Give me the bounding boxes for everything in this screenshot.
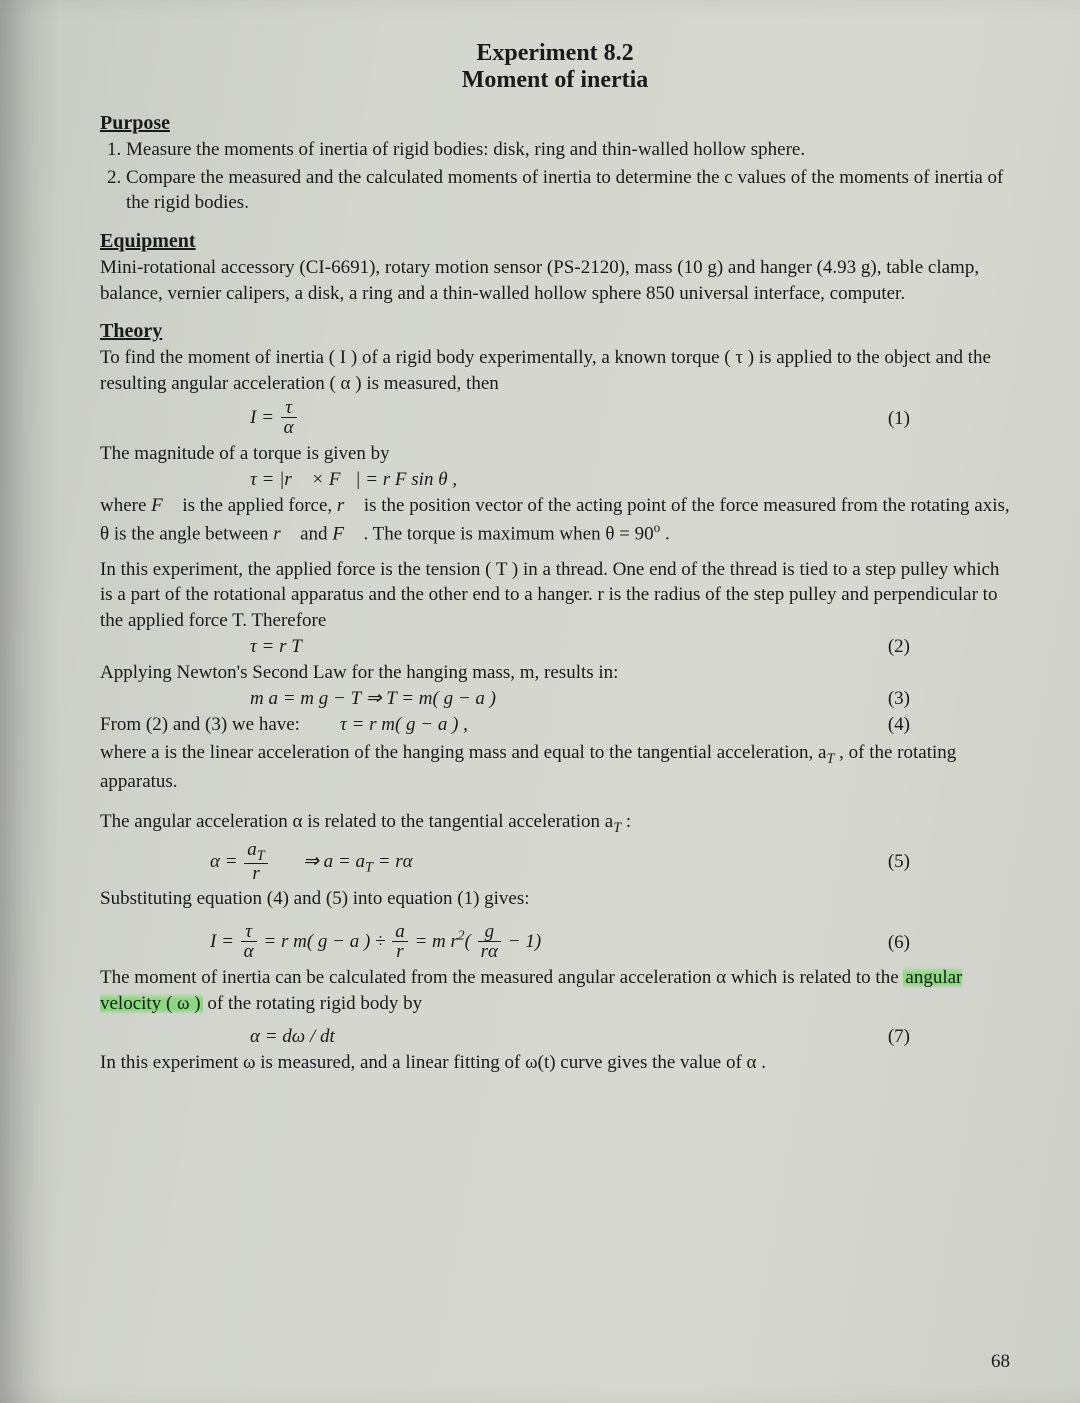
equation-6: I = τα = r m( g − a ) ÷ ar = m r2( grα −…	[100, 922, 1010, 963]
list-item: Compare the measured and the calculated …	[126, 165, 1010, 216]
eq-label: (1)	[888, 408, 1010, 430]
experiment-title: Moment of inertia	[100, 67, 1010, 94]
theory-p11: In this experiment ω is measured, and a …	[100, 1050, 1010, 1076]
page-binding-shadow	[0, 0, 60, 1403]
list-item: Measure the moments of inertia of rigid …	[126, 137, 1010, 163]
document-page: Experiment 8.2 Moment of inertia Purpose…	[0, 0, 1080, 1403]
equation-4-row: From (2) and (3) we have: τ = r m( g − a…	[100, 712, 1010, 738]
equipment-heading: Equipment	[100, 230, 1010, 253]
theory-p3: where F⃗ is the applied force, r⃗ is the…	[100, 493, 1010, 547]
equation-1: I = τα (1)	[100, 398, 1010, 439]
theory-p2: The magnitude of a torque is given by	[100, 441, 1010, 467]
eq-label: (6)	[888, 932, 1010, 954]
page-number: 68	[991, 1351, 1010, 1373]
eq-label: (3)	[888, 688, 1010, 710]
eq-label: (7)	[888, 1026, 1010, 1048]
theory-p4: In this experiment, the applied force is…	[100, 557, 1010, 634]
eq-label: (4)	[888, 714, 1010, 736]
theory-heading: Theory	[100, 320, 1010, 343]
equation-2: τ = r T (2)	[100, 636, 1010, 658]
theory-p7: where a is the linear acceleration of th…	[100, 740, 1010, 795]
purpose-heading: Purpose	[100, 112, 1010, 135]
theory-p1: To find the moment of inertia ( I ) of a…	[100, 345, 1010, 396]
equation-5: α = aTr ⇒ a = aT = rα (5)	[100, 840, 1010, 885]
equation-3: m a = m g − T ⇒ T = m( g − a ) (3)	[100, 687, 1010, 710]
purpose-list: Measure the moments of inertia of rigid …	[100, 137, 1010, 216]
theory-p8: The angular acceleration α is related to…	[100, 809, 1010, 838]
eq-label: (2)	[888, 636, 1010, 658]
theory-p6: From (2) and (3) we have:	[100, 712, 300, 738]
theory-p5: Applying Newton's Second Law for the han…	[100, 660, 1010, 686]
theory-p9: Substituting equation (4) and (5) into e…	[100, 886, 1010, 912]
equation-7: α = dω / dt (7)	[100, 1026, 1010, 1048]
title-block: Experiment 8.2 Moment of inertia	[100, 40, 1010, 94]
equipment-text: Mini-rotational accessory (CI-6691), rot…	[100, 255, 1010, 306]
equation-torque: τ = |r⃗ × F⃗| = r F sin θ ,	[100, 469, 1010, 491]
experiment-number: Experiment 8.2	[100, 40, 1010, 67]
theory-p10: The moment of inertia can be calculated …	[100, 965, 1010, 1016]
eq-label: (5)	[888, 851, 1010, 873]
